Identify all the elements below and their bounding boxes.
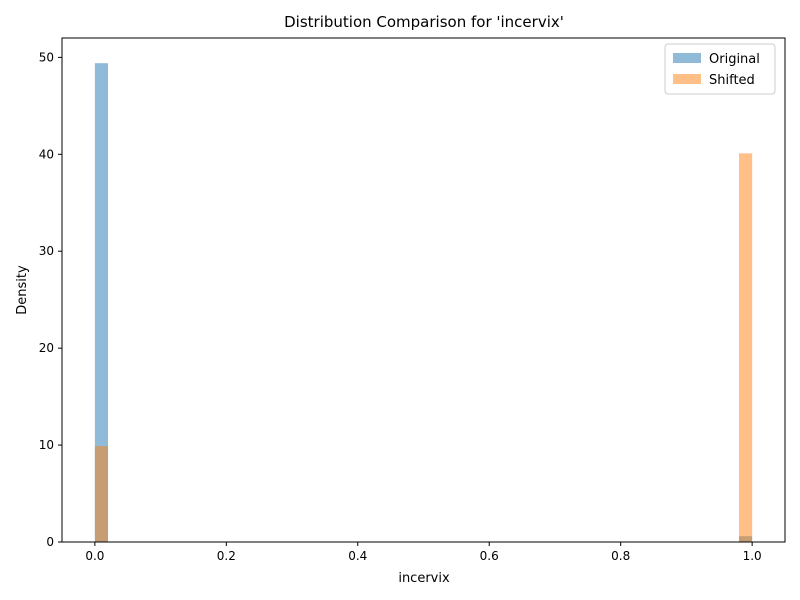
y-tick-label: 0 (46, 535, 54, 549)
bar-shifted-1 (738, 153, 753, 543)
legend-label-original: Original (709, 52, 760, 67)
x-tick-label: 1.0 (743, 549, 762, 563)
y-tick-label: 50 (39, 50, 54, 64)
y-tick-label: 30 (39, 244, 54, 258)
bar-original-0 (94, 63, 109, 542)
x-tick-label: 0.0 (85, 549, 104, 563)
axes-layer: 0.0 0.2 0.4 0.6 0.8 1.0 0 10 20 30 40 50 (39, 37, 786, 563)
y-axis-label: Density (15, 265, 30, 315)
legend-swatch-shifted (673, 74, 701, 84)
legend-swatch-original (673, 53, 701, 63)
x-tick-label: 0.8 (611, 549, 630, 563)
chart-title: Distribution Comparison for 'incervix' (284, 13, 564, 31)
x-tick-label: 0.2 (217, 549, 236, 563)
bar-shifted-0 (94, 446, 109, 542)
x-tick-label: 0.4 (348, 549, 367, 563)
bars-layer (94, 63, 753, 543)
legend-label-shifted: Shifted (709, 73, 755, 88)
x-axis-label: incervix (398, 571, 450, 586)
legend: Original Shifted (664, 43, 776, 95)
x-tick-label: 0.6 (480, 549, 499, 563)
y-tick-label: 20 (39, 341, 54, 355)
y-tick-label: 10 (39, 438, 54, 452)
plot-frame (61, 37, 786, 543)
y-tick-label: 40 (39, 147, 54, 161)
